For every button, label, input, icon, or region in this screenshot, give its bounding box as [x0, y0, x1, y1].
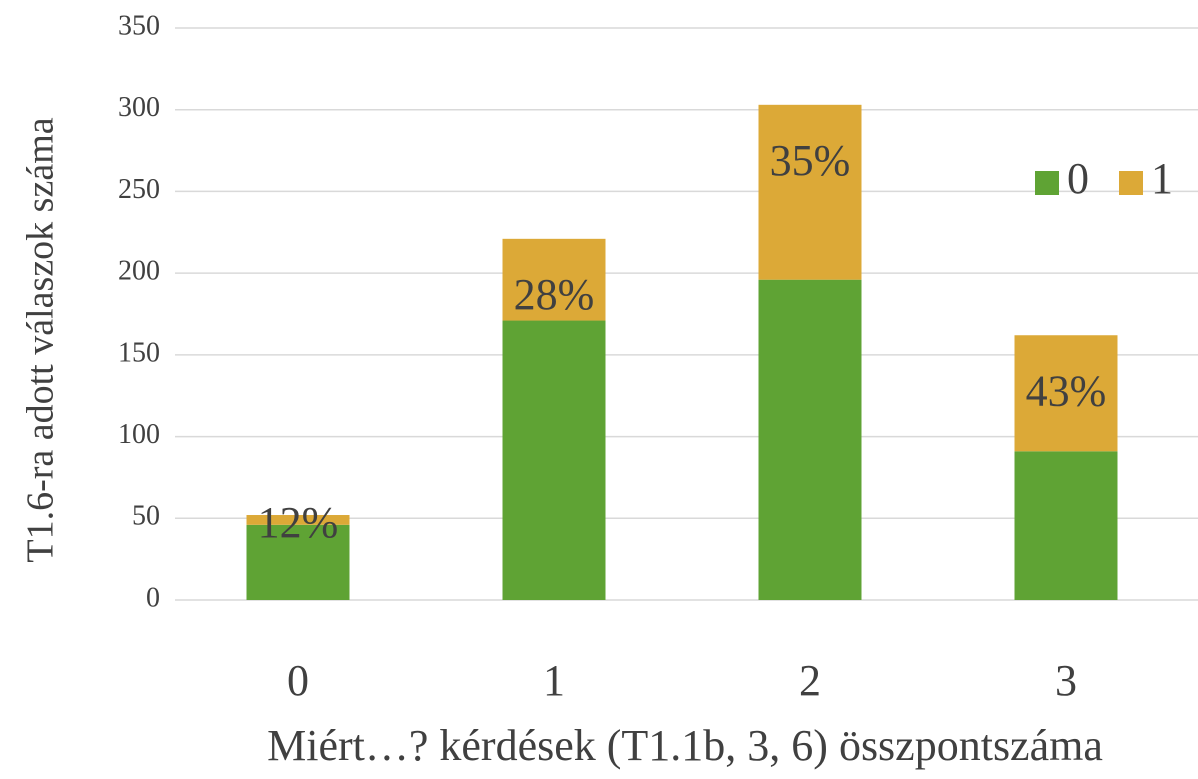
- x-tick-label: 1: [543, 656, 565, 705]
- y-tick-label: 50: [132, 501, 160, 532]
- y-tick-label: 300: [118, 92, 160, 123]
- legend-label: 0: [1067, 154, 1089, 203]
- legend-label: 1: [1151, 154, 1173, 203]
- y-tick-label: 0: [146, 582, 160, 613]
- y-tick-label: 250: [118, 174, 160, 205]
- data-label: 43%: [1026, 366, 1107, 415]
- y-tick-label: 150: [118, 337, 160, 368]
- y-tick-label: 200: [118, 256, 160, 287]
- x-tick-label: 3: [1055, 656, 1077, 705]
- bar-segment: [758, 279, 862, 600]
- bar-segment: [1014, 451, 1118, 600]
- legend-swatch: [1035, 171, 1059, 195]
- legend-swatch: [1119, 171, 1143, 195]
- bar-segment: [502, 320, 606, 600]
- x-tick-label: 0: [287, 656, 309, 705]
- bar-segment: [1014, 335, 1118, 452]
- y-tick-label: 100: [118, 419, 160, 450]
- x-axis-title: Miért…? kérdések (T1.1b, 3, 6) összponts…: [267, 721, 1103, 770]
- x-tick-label: 2: [799, 656, 821, 705]
- data-label: 28%: [514, 270, 595, 319]
- bar-segment: [246, 524, 350, 600]
- y-tick-label: 350: [118, 10, 160, 41]
- y-axis-title: T1.6-ra adott válaszok száma: [20, 117, 62, 562]
- bar-segment: [246, 515, 350, 525]
- data-label: 35%: [770, 136, 851, 185]
- bar-segment: [502, 238, 606, 321]
- bar-segment: [758, 104, 862, 280]
- data-label: 12%: [258, 498, 339, 547]
